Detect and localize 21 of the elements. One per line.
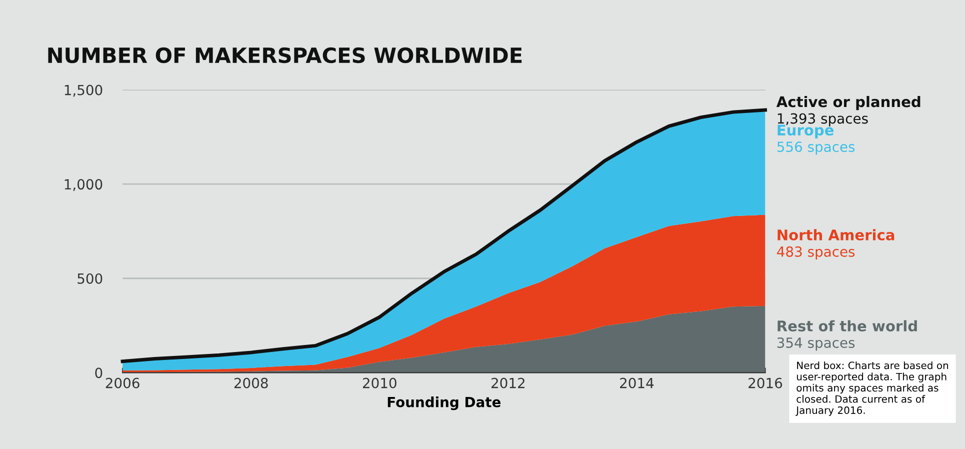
data-label: 354 spaces <box>777 337 855 351</box>
y-tick-label: 0 <box>95 368 102 378</box>
x-tick-label: 2016 <box>748 378 782 388</box>
y-tick-label: 1,500 <box>64 84 102 97</box>
series-label: Europe <box>778 124 834 138</box>
x-tick-label: 2010 <box>362 378 396 388</box>
x-tick-label: 2006 <box>106 378 140 388</box>
x-axis-title: Founding Date <box>388 396 501 410</box>
text: Nerd box: Charts are based on user-reported data. The graph omits any spaces marked as closed. Data current as of January 2016. <box>796 361 948 416</box>
series-label: Rest of the world <box>778 320 917 332</box>
data-label: 483 spaces <box>777 246 855 260</box>
annotation: Active or planned <box>776 96 920 110</box>
annotation: 1,393 spaces <box>778 113 868 126</box>
data-label: 556 spaces <box>777 142 855 155</box>
x-tick-label: 2014 <box>620 378 654 388</box>
x-tick-label: 2012 <box>492 378 524 388</box>
chart-title: NUMBER OF MAKERSPACES WORLDWIDE <box>48 47 522 64</box>
y-tick-label: 500 <box>78 273 102 284</box>
x-tick-label: 2008 <box>234 378 268 388</box>
series-label: North America <box>778 229 894 240</box>
y-tick-label: 1,000 <box>64 179 102 191</box>
